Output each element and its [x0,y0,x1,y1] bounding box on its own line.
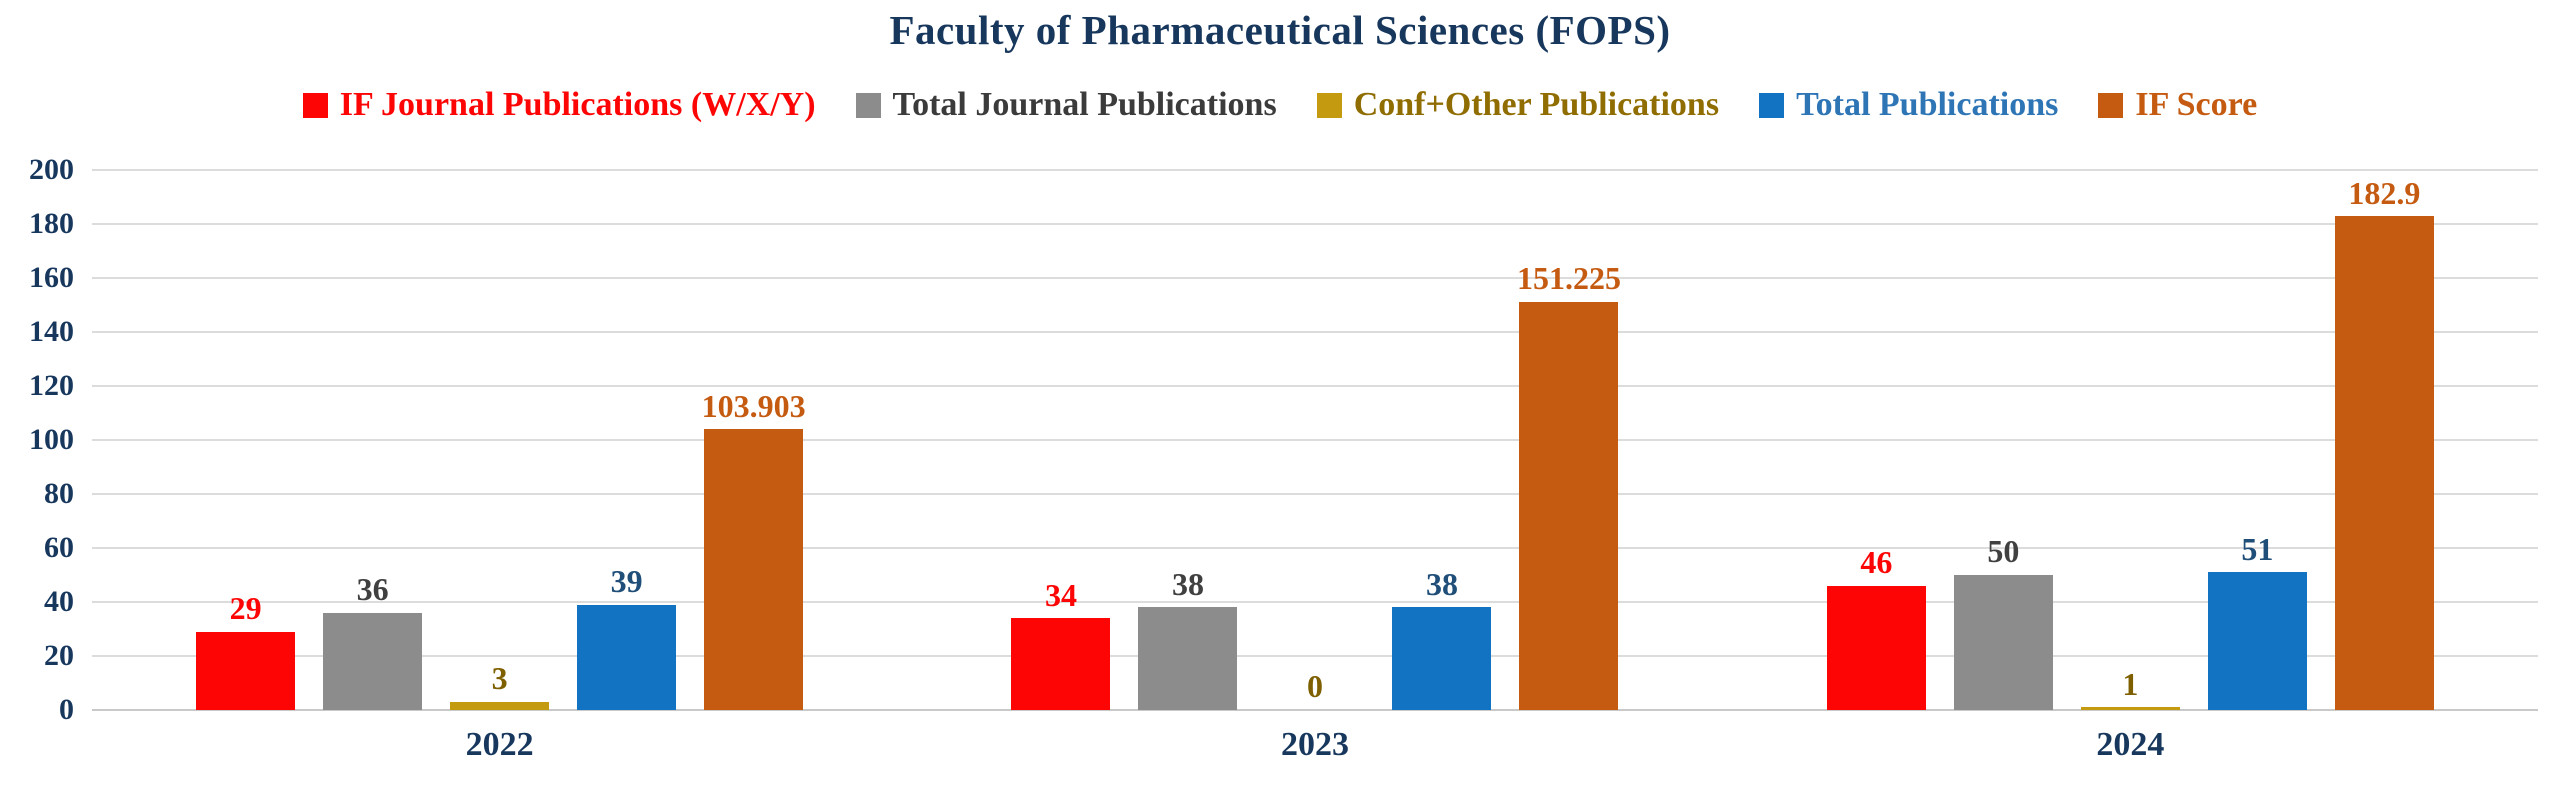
bar-2024-series-0 [1826,585,1926,710]
bar-col: 182.9 [2334,170,2434,710]
y-axis: 200 180 160 140 120 100 80 60 40 20 0 [0,155,78,725]
legend-item-3: Total Publications [1759,86,2058,124]
bar-2022-series-4 [704,429,804,710]
y-tick-label: 180 [29,207,74,240]
gridline [92,655,2538,657]
bar-col: 0 [1265,170,1364,710]
legend-swatch-icon [2098,92,2124,118]
bar-col: 46 [1826,170,1926,710]
bar-value-label: 51 [2241,530,2274,567]
legend-swatch-icon [855,92,881,118]
gridline [92,601,2538,603]
bar-group-2022: 29 36 3 39 103.903 [92,170,907,710]
bar-value-label: 3 [491,660,508,697]
gridline [92,277,2538,279]
bar-groups: 29 36 3 39 103.903 34 38 0 38 151.225 46 50 1 51 182.9 [92,170,2538,710]
x-axis-label-2023: 2023 [1280,726,1349,763]
gridline [92,547,2538,549]
bar-value-label: 0 [1306,668,1323,705]
legend-item-0: IF Journal Publications (W/X/Y) [302,86,816,124]
bar-2024-series-3 [2207,572,2307,710]
gridline [92,385,2538,387]
legend-label: IF Score [2135,86,2258,123]
bar-col: 1 [2080,170,2180,710]
bar-2022-series-0 [196,631,296,710]
bar-col: 50 [1953,170,2053,710]
y-tick-label: 40 [44,585,74,618]
bar-col: 34 [1011,170,1111,710]
legend-swatch-icon [1316,92,1342,118]
legend-swatch-icon [1759,92,1785,118]
legend-label: Total Publications [1796,86,2059,123]
x-axis-label-2024: 2024 [2096,726,2165,763]
y-tick-label: 20 [44,639,74,672]
bar-value-label: 103.903 [701,387,806,424]
y-tick-label: 200 [29,153,74,186]
bar-value-label: 36 [356,571,389,608]
bar-value-label: 1 [2122,665,2139,702]
y-tick-label: 80 [44,477,74,510]
y-tick-label: 100 [29,423,74,456]
bar-value-label: 182.9 [2348,174,2421,211]
gridline [92,331,2538,333]
legend-label: Conf+Other Publications [1353,86,1720,123]
x-axis: 2022 2023 2024 [92,726,2538,764]
plot-area: 29 36 3 39 103.903 34 38 0 38 151.225 46 50 1 51 182.9 [92,169,2538,711]
legend-swatch-icon [302,92,328,118]
bar-2023-series-1 [1138,607,1238,710]
x-axis-line [92,709,2538,711]
bar-2023-series-3 [1392,607,1492,710]
bar-col: 36 [323,170,423,710]
bar-2022-series-3 [577,604,677,710]
y-tick-label: 0 [59,693,74,726]
gridline [92,493,2538,495]
bar-2023-series-4 [1519,301,1619,710]
legend-label: Total Journal Publications [892,86,1277,123]
bar-2022-series-1 [323,612,423,710]
legend-item-1: Total Journal Publications [855,86,1277,124]
y-tick-label: 120 [29,369,74,402]
bar-value-label: 34 [1044,576,1077,613]
gridline [92,439,2538,441]
bar-2023-series-0 [1011,618,1111,710]
y-tick-label: 160 [29,261,74,294]
legend-item-2: Conf+Other Publications [1316,86,1720,124]
bar-value-label: 46 [1860,544,1893,581]
bar-value-label: 38 [1425,565,1458,602]
bar-group-2023: 34 38 0 38 151.225 [907,170,1722,710]
bar-2022-series-2 [450,701,550,710]
bar-col: 103.903 [701,170,806,710]
bar-value-label: 39 [610,563,643,600]
legend: IF Journal Publications (W/X/Y) Total Jou… [0,86,2560,124]
bar-2024-series-1 [1953,575,2053,710]
bar-col: 3 [450,170,550,710]
bar-col: 29 [196,170,296,710]
bar-col: 39 [577,170,677,710]
legend-item-4: IF Score [2098,86,2257,124]
chart-title: Faculty of Pharmaceutical Sciences (FOPS… [889,7,1671,53]
bar-value-label: 38 [1171,565,1204,602]
x-axis-label-2022: 2022 [465,726,534,763]
bar-col: 38 [1392,170,1492,710]
bar-2024-series-2 [2080,707,2180,710]
bar-value-label: 29 [229,590,262,627]
bar-col: 51 [2207,170,2307,710]
bar-col: 38 [1138,170,1238,710]
bar-value-label: 151.225 [1516,260,1621,297]
bar-col: 151.225 [1516,170,1621,710]
gridline [92,223,2538,225]
gridline [92,169,2538,171]
bar-value-label: 50 [1987,533,2020,570]
bar-2024-series-4 [2334,216,2434,710]
bar-group-2024: 46 50 1 51 182.9 [1723,170,2538,710]
y-tick-label: 140 [29,315,74,348]
legend-label: IF Journal Publications (W/X/Y) [339,86,816,123]
y-tick-label: 60 [44,531,74,564]
